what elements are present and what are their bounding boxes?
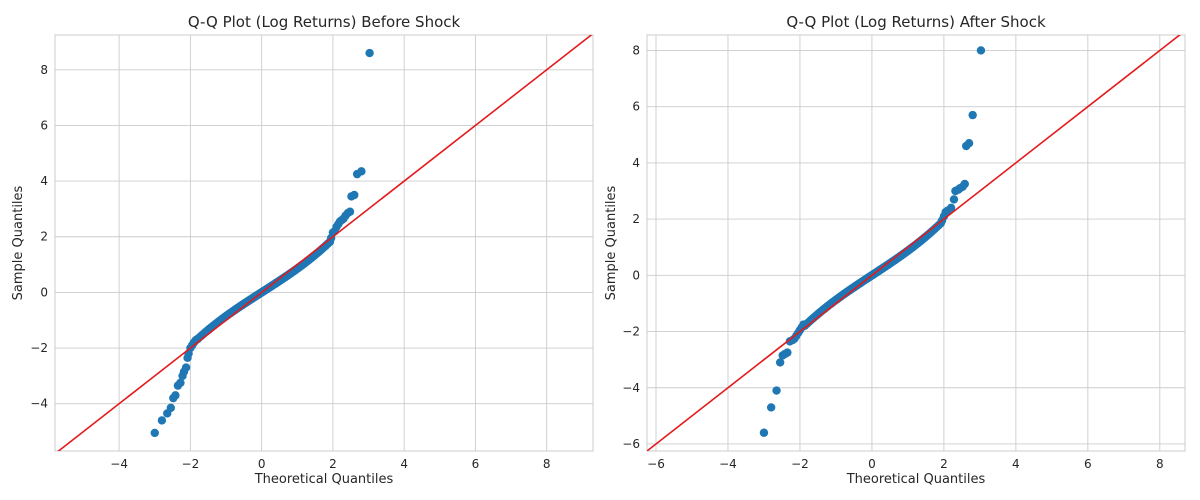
sample-points xyxy=(150,48,374,438)
x-tick-label: 8 xyxy=(543,457,551,471)
y-tick-label: −2 xyxy=(622,325,640,339)
x-tick-label: −4 xyxy=(110,457,128,471)
data-point xyxy=(365,48,374,58)
chart-title: Q-Q Plot (Log Returns) Before Shock xyxy=(188,13,461,31)
data-point xyxy=(171,391,180,400)
data-point xyxy=(181,363,191,372)
qq-plot-before-shock: Q-Q Plot (Log Returns) Before Shock Theo… xyxy=(11,13,594,487)
sample-points xyxy=(759,46,986,437)
data-point xyxy=(799,320,808,329)
data-point xyxy=(176,378,185,388)
reference-line xyxy=(647,35,1181,451)
data-point xyxy=(946,203,956,213)
qq-plot-after-shock: Q-Q Plot (Log Returns) After Shock Theor… xyxy=(604,13,1186,487)
data-point xyxy=(166,403,175,413)
x-axis-label: Theoretical Quantiles xyxy=(254,472,394,487)
data-point xyxy=(949,195,959,204)
x-tick-label: 8 xyxy=(1156,457,1164,471)
data-point xyxy=(783,348,792,357)
x-tick-label: −4 xyxy=(719,457,737,471)
y-tick-label: 6 xyxy=(632,100,640,114)
y-tick-label: 2 xyxy=(632,212,640,226)
y-tick-label: 8 xyxy=(632,43,640,57)
data-point xyxy=(968,110,977,120)
y-tick-label: 2 xyxy=(40,230,48,244)
x-tick-label: 0 xyxy=(868,457,876,471)
data-point xyxy=(772,386,781,395)
y-tick-label: 0 xyxy=(632,268,640,282)
data-point xyxy=(960,179,969,189)
y-tick-label: 6 xyxy=(40,118,48,132)
y-axis-label: Sample Quantiles xyxy=(11,185,26,300)
reference-line xyxy=(57,35,593,451)
y-tick-label: −2 xyxy=(30,341,48,355)
x-tick-label: 4 xyxy=(400,457,408,471)
data-point xyxy=(964,139,974,148)
data-point xyxy=(345,207,355,216)
y-axis-label: Sample Quantiles xyxy=(604,185,619,300)
y-tick-label: 4 xyxy=(632,156,640,170)
x-tick-label: 4 xyxy=(1012,457,1020,471)
y-tick-label: −4 xyxy=(622,381,640,395)
data-point xyxy=(357,167,366,176)
x-tick-label: −2 xyxy=(791,457,809,471)
data-point xyxy=(766,403,776,412)
y-tick-label: −6 xyxy=(622,437,640,451)
x-tick-label: 0 xyxy=(258,457,266,471)
x-tick-label: −6 xyxy=(647,457,665,471)
x-tick-label: 6 xyxy=(1084,457,1092,471)
y-tick-label: 8 xyxy=(40,63,48,77)
x-axis-label: Theoretical Quantiles xyxy=(846,472,986,487)
chart-title: Q-Q Plot (Log Returns) After Shock xyxy=(786,13,1046,31)
data-point xyxy=(759,428,769,437)
x-tick-label: 2 xyxy=(329,457,337,471)
y-tick-label: −4 xyxy=(30,397,48,411)
data-point xyxy=(350,190,359,200)
y-tick-label: 4 xyxy=(40,174,48,188)
x-tick-label: 6 xyxy=(472,457,480,471)
data-point xyxy=(150,428,159,438)
y-tick-label: 0 xyxy=(40,285,48,299)
data-point xyxy=(976,46,986,55)
x-tick-label: 2 xyxy=(940,457,948,471)
plot-frame xyxy=(646,34,1186,452)
plot-frame xyxy=(54,34,594,452)
data-point xyxy=(157,416,167,425)
data-point xyxy=(775,358,785,367)
x-tick-label: −2 xyxy=(182,457,200,471)
